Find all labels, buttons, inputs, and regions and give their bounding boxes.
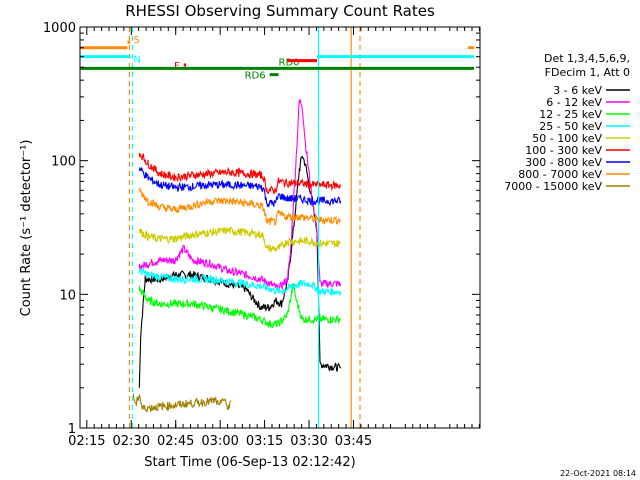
chart-title: RHESSI Observing Summary Count Rates bbox=[125, 2, 435, 20]
legend-label-8: 800 - 7000 keV bbox=[518, 168, 602, 181]
legend: Det 1,3,4,5,6,9, FDecim 1, Att 0 3 - 6 k… bbox=[504, 52, 630, 193]
y-axis: 1 10 100 1000 bbox=[43, 21, 480, 437]
legend-label-1: 3 - 6 keV bbox=[553, 84, 602, 97]
x-axis-label: Start Time (06-Sep-13 02:12:42) bbox=[144, 455, 355, 470]
x-tick-label: 02:15 bbox=[68, 434, 105, 449]
series-line-8 bbox=[138, 186, 341, 226]
legend-label-2: 6 - 12 keV bbox=[546, 96, 602, 109]
legend-label-3: 12 - 25 keV bbox=[539, 108, 602, 121]
y-tick-label: 100 bbox=[51, 155, 76, 170]
series-line-4 bbox=[138, 267, 342, 296]
legend-label-4: 25 - 50 keV bbox=[539, 120, 602, 133]
series-line-3 bbox=[138, 283, 342, 329]
x-tick-label: 03:30 bbox=[290, 434, 327, 449]
flag-label-n: N bbox=[133, 55, 140, 66]
x-tick-label: 03:00 bbox=[201, 434, 238, 449]
flags-layer: SN F RD6 RD0 bbox=[80, 35, 475, 82]
x-axis: 02:15 02:30 02:45 03:00 03:15 03:30 03:45 bbox=[68, 27, 480, 449]
y-tick-label: 10 bbox=[59, 288, 76, 303]
flag-label-rd6: RD6 bbox=[245, 71, 266, 82]
series-line-9 bbox=[132, 393, 232, 413]
series-line-1 bbox=[138, 155, 342, 388]
y-tick-label: 1000 bbox=[43, 21, 76, 36]
y-tick-label: 1 bbox=[68, 422, 76, 437]
flag-label-f: F bbox=[174, 61, 180, 72]
y-axis-label: Count Rate (s⁻¹ detector⁻¹) bbox=[19, 140, 34, 317]
series-layer bbox=[132, 98, 342, 413]
legend-label-5: 50 - 100 keV bbox=[532, 132, 602, 145]
legend-label-9: 7000 - 15000 keV bbox=[504, 180, 602, 193]
markers-layer bbox=[128, 27, 361, 428]
plot-area: SN F RD6 RD0 bbox=[80, 27, 475, 428]
series-line-2 bbox=[138, 98, 342, 294]
legend-label-6: 100 - 300 keV bbox=[525, 144, 602, 157]
x-tick-label: 02:45 bbox=[157, 434, 194, 449]
plot-frame bbox=[79, 26, 481, 429]
series-line-5 bbox=[138, 226, 341, 253]
legend-header-line-1: Det 1,3,4,5,6,9, bbox=[544, 52, 630, 65]
series-line-7 bbox=[138, 166, 342, 208]
series-line-6 bbox=[138, 152, 342, 195]
x-tick-label: 03:45 bbox=[335, 434, 372, 449]
x-tick-label: 03:15 bbox=[246, 434, 283, 449]
legend-label-7: 300 - 800 keV bbox=[525, 156, 602, 169]
timestamp: 22-Oct-2021 08:14 bbox=[560, 469, 636, 478]
flag-label-rd0: RD0 bbox=[279, 57, 300, 68]
flag-label-s: S bbox=[133, 35, 139, 46]
x-tick-label: 02:30 bbox=[113, 434, 150, 449]
legend-header-line-2: FDecim 1, Att 0 bbox=[545, 66, 630, 79]
